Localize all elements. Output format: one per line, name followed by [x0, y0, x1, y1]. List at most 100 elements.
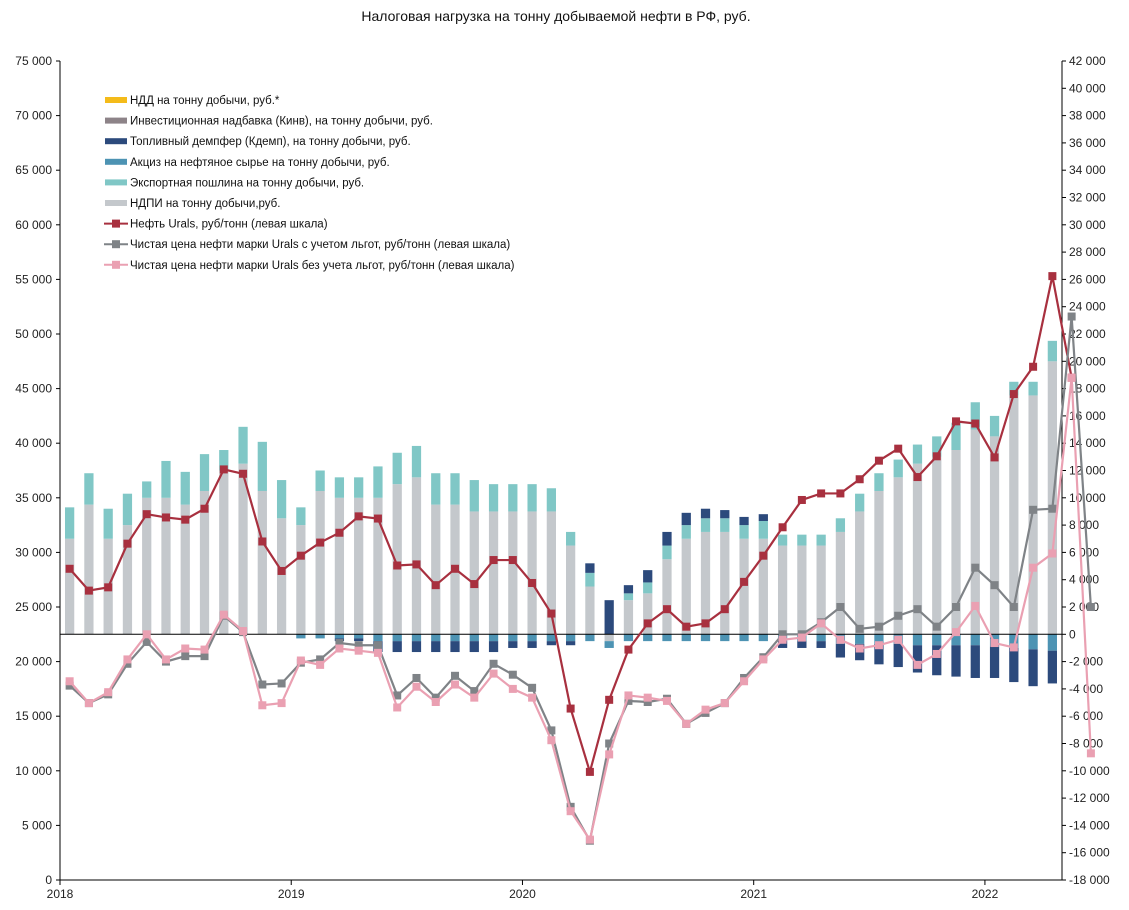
point-s1-2018-05 [142, 637, 151, 646]
bar-s1-2020-09 [681, 525, 691, 539]
right-tick-label: -4 000 [1069, 682, 1103, 696]
point-s2-2018-07 [181, 644, 190, 653]
bar-s2-2020-05 [604, 641, 614, 648]
point-s1-2020-02 [547, 726, 556, 735]
bar-s1-2019-07 [411, 445, 422, 478]
bar-s1-2020-06 [623, 593, 634, 601]
bar-s2-2021-04 [816, 634, 826, 642]
legend-marker-8 [112, 260, 120, 269]
left-tick-label: 35 000 [15, 491, 52, 505]
bar-s2-2020-11 [720, 634, 730, 642]
bar-s2-2019-01 [296, 634, 306, 639]
bar-s2-2021-12 [970, 634, 980, 646]
bar-s3-2020-02 [546, 641, 556, 646]
bar-s0-2021-01 [758, 538, 768, 635]
bar-s2-2020-01 [527, 634, 537, 642]
bar-s3-2021-03 [797, 641, 807, 648]
point-s1-2021-07 [874, 622, 883, 631]
bar-s1-2018-02 [84, 473, 94, 505]
bar-s1-2022-02 [1009, 381, 1019, 396]
legend-swatch-5 [105, 200, 127, 206]
point-s2-2020-07 [643, 693, 652, 702]
bar-s2-2021-11 [951, 634, 961, 646]
right-tick-label: 8 000 [1069, 518, 1099, 532]
bar-s1-2018-11 [257, 441, 267, 491]
bar-s0-2019-07 [411, 477, 422, 635]
bar-s0-2020-08 [662, 559, 672, 635]
point-s0-2022-03 [1029, 362, 1038, 371]
bar-s3-2019-08 [431, 641, 441, 653]
point-s2-2019-09 [451, 680, 460, 689]
point-s1-2019-09 [451, 671, 460, 680]
point-s0-2019-01 [296, 551, 305, 560]
bar-s1-2022-03 [1028, 381, 1038, 396]
bar-s1-2019-08 [431, 473, 441, 505]
bar-s1-2021-04 [816, 534, 826, 546]
point-s1-2021-10 [932, 622, 941, 631]
bar-s2-2020-09 [681, 634, 691, 642]
bar-s3-2019-06 [392, 641, 402, 653]
point-s1-2022-04 [1048, 504, 1057, 513]
bar-s1-2019-04 [354, 477, 364, 498]
x-tick-label: 2018 [47, 887, 74, 901]
bar-s3-2021-02 [777, 641, 788, 648]
point-s0-2021-06 [855, 475, 864, 484]
point-s2-2019-12 [508, 684, 517, 693]
legend-swatch-1 [105, 117, 127, 124]
point-s0-2021-05 [836, 489, 845, 498]
legend-label-7: Чистая цена нефти марки Urals с учетом л… [130, 239, 510, 251]
point-s1-2020-01 [528, 683, 537, 692]
point-s1-2019-05 [373, 641, 382, 650]
point-s0-2020-05 [605, 695, 614, 704]
point-s1-2021-12 [971, 563, 980, 572]
point-s0-2018-11 [258, 537, 267, 546]
point-s2-2019-10 [470, 693, 479, 702]
right-tick-label: 28 000 [1069, 245, 1106, 259]
legend-swatch-0 [105, 97, 127, 103]
point-s1-2021-08 [894, 611, 903, 620]
bar-s3-2020-05 [604, 600, 614, 635]
point-s2-2021-08 [894, 635, 903, 644]
point-s0-2019-04 [354, 512, 363, 521]
right-tick-label: -8 000 [1069, 737, 1103, 751]
bar-s0-2019-02 [315, 490, 325, 635]
bar-s0-2021-02 [777, 545, 788, 635]
bar-s3-2020-04 [585, 563, 595, 573]
right-tick-label: -14 000 [1069, 818, 1110, 832]
left-tick-label: 60 000 [15, 218, 52, 232]
point-s2-2021-11 [952, 628, 961, 637]
point-s0-2022-01 [990, 453, 999, 462]
bar-s3-2020-11 [720, 510, 730, 519]
point-s0-2020-09 [682, 622, 691, 631]
bar-s1-2019-12 [508, 484, 518, 512]
point-s0-2020-12 [740, 577, 749, 586]
point-s1-2018-08 [200, 652, 209, 661]
point-s2-2021-10 [932, 649, 941, 658]
bar-s1-2021-10 [932, 436, 942, 457]
point-s0-2021-07 [874, 456, 883, 465]
point-s2-2020-10 [701, 705, 710, 714]
bar-s0-2018-08 [199, 490, 210, 635]
bar-s1-2020-02 [546, 488, 556, 512]
point-s2-2022-02 [1009, 643, 1018, 652]
right-tick-label: 20 000 [1069, 354, 1106, 368]
bar-s1-2018-12 [276, 480, 287, 519]
x-tick-label: 2020 [509, 887, 536, 901]
bar-s0-2018-09 [219, 470, 229, 635]
left-tick-label: 10 000 [15, 764, 52, 778]
point-s1-2019-02 [316, 655, 325, 664]
bar-s3-2020-03 [566, 641, 576, 646]
point-s1-2020-03 [566, 802, 575, 811]
point-s2-2019-03 [335, 644, 344, 653]
point-s0-2022-04 [1048, 272, 1057, 281]
point-s0-2019-11 [489, 556, 498, 565]
bar-s1-2020-12 [739, 525, 749, 539]
point-s1-2021-05 [836, 603, 845, 611]
point-s0-2021-02 [778, 523, 787, 532]
right-tick-label: -18 000 [1069, 873, 1110, 887]
left-tick-label: 5 000 [22, 818, 52, 832]
bar-s3-2022-02 [1009, 647, 1019, 683]
bar-s2-2019-05 [373, 634, 383, 642]
right-tick-label: 12 000 [1069, 464, 1106, 478]
